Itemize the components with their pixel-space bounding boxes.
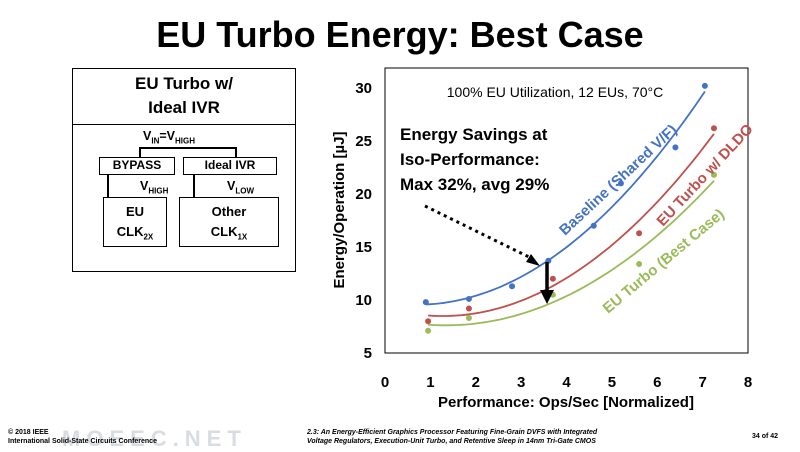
savings-line-2: Iso-Performance:	[400, 150, 540, 169]
y-tick-label: 20	[355, 186, 372, 203]
data-point-series-0	[590, 222, 597, 229]
data-point-series-0	[617, 180, 624, 187]
x-tick-label: 1	[426, 374, 434, 391]
x-tick-label: 7	[698, 374, 706, 391]
y-tick-label: 5	[364, 345, 372, 362]
dotted-pointer	[424, 204, 532, 260]
vin-label: VIN=VHIGH	[143, 129, 195, 146]
data-point-series-1	[465, 305, 472, 312]
footer-page-number: 34 of 42	[752, 433, 779, 440]
data-point-series-2	[710, 171, 717, 178]
data-point-series-1	[549, 275, 556, 282]
watermark-logo: MOEEC.NET	[62, 426, 247, 451]
data-point-series-2	[425, 327, 432, 334]
y-tick-label: 30	[355, 80, 372, 97]
slide-title: EU Turbo Energy: Best Case	[156, 14, 644, 55]
footer-paper-title: 2.3: An Energy-Efficient Graphics Proces…	[307, 429, 598, 445]
data-point-series-1	[636, 230, 643, 237]
dotted-pointer-head	[526, 254, 540, 266]
x-tick-label: 3	[517, 374, 525, 391]
data-point-series-2	[465, 315, 472, 322]
x-tick-label: 5	[608, 374, 616, 391]
other-clock-box: Other CLK1X	[179, 197, 279, 247]
data-point-series-0	[701, 82, 708, 89]
diagram-header-line1: EU Turbo w/	[135, 74, 233, 93]
y-tick-label: 25	[355, 133, 372, 150]
y-axis-label: Energy/Operation [µJ]	[331, 131, 348, 288]
vlow-label: VLOW	[227, 179, 255, 196]
data-point-series-0	[672, 144, 679, 151]
y-tick-label: 10	[355, 292, 372, 309]
x-tick-label: 4	[562, 374, 571, 391]
supply-left-drop	[139, 147, 141, 157]
diagram-header-line2: Ideal IVR	[148, 98, 220, 117]
bypass-output-line	[107, 175, 109, 197]
bypass-box: BYPASS	[99, 157, 175, 175]
eu-clock-box: EU CLK2X	[103, 197, 167, 247]
data-point-series-0	[422, 299, 429, 306]
x-axis-label: Performance: Ops/Sec [Normalized]	[438, 394, 694, 411]
vhigh-label: VHIGH	[140, 179, 169, 196]
x-tick-label: 8	[744, 374, 752, 391]
y-tick-label: 15	[355, 239, 372, 256]
diagram-header: EU Turbo w/ Ideal IVR	[73, 69, 295, 125]
ivr-block-diagram: EU Turbo w/ Ideal IVR VIN=VHIGH BYPASS I…	[72, 68, 296, 272]
plot-area-frame	[384, 67, 749, 354]
ivr-output-line	[193, 175, 195, 197]
savings-line-3: Max 32%, avg 29%	[400, 175, 549, 194]
data-point-series-1	[425, 318, 432, 325]
x-tick-label: 6	[653, 374, 661, 391]
data-point-series-2	[636, 260, 643, 267]
trend-line-series-1	[428, 133, 715, 317]
trend-line-series-2	[428, 180, 715, 327]
trend-line-series-0	[425, 90, 706, 306]
ideal-ivr-box: Ideal IVR	[183, 157, 277, 175]
x-tick-label: 2	[472, 374, 480, 391]
data-point-series-1	[710, 125, 717, 132]
data-point-series-0	[509, 283, 516, 290]
supply-rail	[139, 147, 236, 149]
savings-line-1: Energy Savings at	[400, 125, 548, 144]
supply-right-drop	[235, 147, 237, 157]
footer-copyright: © 2018 IEEE International Solid-State Ci…	[8, 429, 157, 445]
savings-arrow-head	[540, 290, 554, 304]
x-tick-label: 0	[381, 374, 389, 391]
data-point-series-0	[465, 295, 472, 302]
utilization-annotation: 100% EU Utilization, 12 EUs, 70°C	[447, 84, 663, 100]
